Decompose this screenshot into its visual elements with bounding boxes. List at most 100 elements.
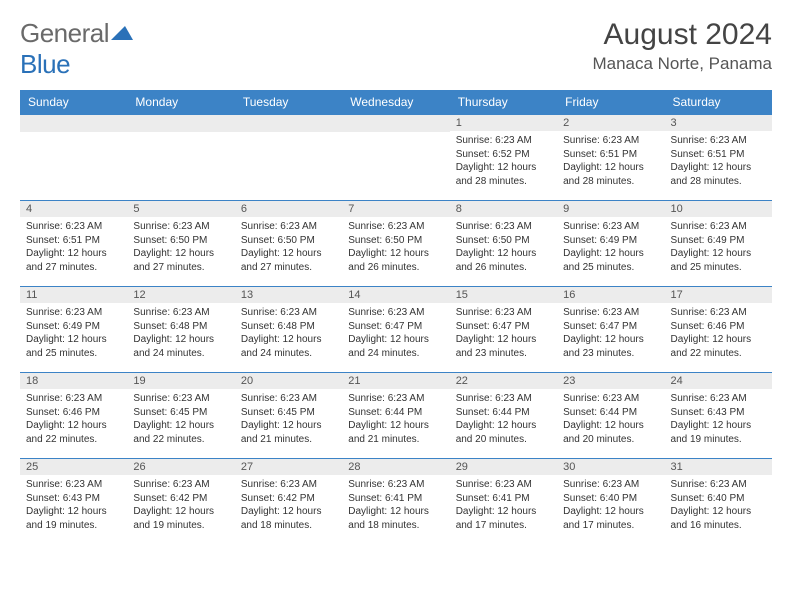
daylight-line2: and 25 minutes. bbox=[671, 261, 766, 275]
sunset-text: Sunset: 6:44 PM bbox=[456, 406, 551, 420]
day-number: 26 bbox=[127, 459, 234, 475]
calendar-week-row: 11Sunrise: 6:23 AMSunset: 6:49 PMDayligh… bbox=[20, 287, 772, 373]
calendar-day-cell: 10Sunrise: 6:23 AMSunset: 6:49 PMDayligh… bbox=[665, 201, 772, 287]
sunset-text: Sunset: 6:50 PM bbox=[348, 234, 443, 248]
weekday-header: Friday bbox=[557, 90, 664, 115]
sunset-text: Sunset: 6:47 PM bbox=[456, 320, 551, 334]
sunset-text: Sunset: 6:45 PM bbox=[133, 406, 228, 420]
day-details: Sunrise: 6:23 AMSunset: 6:50 PMDaylight:… bbox=[235, 217, 342, 278]
title-block: August 2024 Manaca Norte, Panama bbox=[592, 18, 772, 74]
daylight-line1: Daylight: 12 hours bbox=[348, 247, 443, 261]
day-details: Sunrise: 6:23 AMSunset: 6:46 PMDaylight:… bbox=[20, 389, 127, 450]
weekday-header: Thursday bbox=[450, 90, 557, 115]
day-details: Sunrise: 6:23 AMSunset: 6:47 PMDaylight:… bbox=[557, 303, 664, 364]
month-title: August 2024 bbox=[592, 18, 772, 52]
sunset-text: Sunset: 6:50 PM bbox=[133, 234, 228, 248]
sunrise-text: Sunrise: 6:23 AM bbox=[671, 306, 766, 320]
day-number: 28 bbox=[342, 459, 449, 475]
sunset-text: Sunset: 6:48 PM bbox=[241, 320, 336, 334]
calendar-day-cell: 4Sunrise: 6:23 AMSunset: 6:51 PMDaylight… bbox=[20, 201, 127, 287]
logo: General Blue bbox=[20, 18, 133, 80]
day-number: 8 bbox=[450, 201, 557, 217]
day-details: Sunrise: 6:23 AMSunset: 6:50 PMDaylight:… bbox=[342, 217, 449, 278]
calendar-day-cell: 31Sunrise: 6:23 AMSunset: 6:40 PMDayligh… bbox=[665, 459, 772, 545]
daylight-line2: and 25 minutes. bbox=[26, 347, 121, 361]
day-details: Sunrise: 6:23 AMSunset: 6:42 PMDaylight:… bbox=[235, 475, 342, 536]
daylight-line2: and 22 minutes. bbox=[133, 433, 228, 447]
calendar-day-cell bbox=[20, 115, 127, 201]
sunset-text: Sunset: 6:45 PM bbox=[241, 406, 336, 420]
daylight-line2: and 27 minutes. bbox=[26, 261, 121, 275]
sunset-text: Sunset: 6:50 PM bbox=[241, 234, 336, 248]
sunrise-text: Sunrise: 6:23 AM bbox=[456, 306, 551, 320]
sunrise-text: Sunrise: 6:23 AM bbox=[563, 220, 658, 234]
day-details: Sunrise: 6:23 AMSunset: 6:49 PMDaylight:… bbox=[557, 217, 664, 278]
day-number: 19 bbox=[127, 373, 234, 389]
daylight-line2: and 19 minutes. bbox=[26, 519, 121, 533]
day-details: Sunrise: 6:23 AMSunset: 6:50 PMDaylight:… bbox=[127, 217, 234, 278]
calendar-day-cell: 24Sunrise: 6:23 AMSunset: 6:43 PMDayligh… bbox=[665, 373, 772, 459]
day-details: Sunrise: 6:23 AMSunset: 6:45 PMDaylight:… bbox=[127, 389, 234, 450]
sunset-text: Sunset: 6:42 PM bbox=[133, 492, 228, 506]
day-details: Sunrise: 6:23 AMSunset: 6:43 PMDaylight:… bbox=[20, 475, 127, 536]
day-number: 29 bbox=[450, 459, 557, 475]
day-number: 7 bbox=[342, 201, 449, 217]
day-number: 9 bbox=[557, 201, 664, 217]
day-details: Sunrise: 6:23 AMSunset: 6:51 PMDaylight:… bbox=[20, 217, 127, 278]
daylight-line2: and 17 minutes. bbox=[456, 519, 551, 533]
empty-day-header bbox=[235, 115, 342, 132]
daylight-line2: and 17 minutes. bbox=[563, 519, 658, 533]
calendar-day-cell: 13Sunrise: 6:23 AMSunset: 6:48 PMDayligh… bbox=[235, 287, 342, 373]
sunset-text: Sunset: 6:40 PM bbox=[671, 492, 766, 506]
calendar-head: Sunday Monday Tuesday Wednesday Thursday… bbox=[20, 90, 772, 115]
weekday-header: Monday bbox=[127, 90, 234, 115]
day-number: 18 bbox=[20, 373, 127, 389]
daylight-line1: Daylight: 12 hours bbox=[456, 247, 551, 261]
calendar-week-row: 4Sunrise: 6:23 AMSunset: 6:51 PMDaylight… bbox=[20, 201, 772, 287]
calendar-day-cell: 29Sunrise: 6:23 AMSunset: 6:41 PMDayligh… bbox=[450, 459, 557, 545]
daylight-line1: Daylight: 12 hours bbox=[671, 333, 766, 347]
sunrise-text: Sunrise: 6:23 AM bbox=[241, 306, 336, 320]
day-number: 14 bbox=[342, 287, 449, 303]
daylight-line1: Daylight: 12 hours bbox=[563, 161, 658, 175]
day-number: 21 bbox=[342, 373, 449, 389]
daylight-line2: and 18 minutes. bbox=[348, 519, 443, 533]
day-details: Sunrise: 6:23 AMSunset: 6:41 PMDaylight:… bbox=[342, 475, 449, 536]
day-details: Sunrise: 6:23 AMSunset: 6:48 PMDaylight:… bbox=[235, 303, 342, 364]
day-details: Sunrise: 6:23 AMSunset: 6:52 PMDaylight:… bbox=[450, 131, 557, 192]
sunset-text: Sunset: 6:43 PM bbox=[671, 406, 766, 420]
day-number: 10 bbox=[665, 201, 772, 217]
calendar-day-cell: 17Sunrise: 6:23 AMSunset: 6:46 PMDayligh… bbox=[665, 287, 772, 373]
sunrise-text: Sunrise: 6:23 AM bbox=[456, 392, 551, 406]
day-number: 11 bbox=[20, 287, 127, 303]
day-number: 12 bbox=[127, 287, 234, 303]
sunrise-text: Sunrise: 6:23 AM bbox=[26, 220, 121, 234]
daylight-line1: Daylight: 12 hours bbox=[456, 161, 551, 175]
daylight-line1: Daylight: 12 hours bbox=[671, 161, 766, 175]
sunrise-text: Sunrise: 6:23 AM bbox=[563, 392, 658, 406]
daylight-line2: and 23 minutes. bbox=[563, 347, 658, 361]
day-number: 30 bbox=[557, 459, 664, 475]
weekday-header: Wednesday bbox=[342, 90, 449, 115]
day-details: Sunrise: 6:23 AMSunset: 6:42 PMDaylight:… bbox=[127, 475, 234, 536]
calendar-day-cell: 14Sunrise: 6:23 AMSunset: 6:47 PMDayligh… bbox=[342, 287, 449, 373]
calendar-day-cell: 8Sunrise: 6:23 AMSunset: 6:50 PMDaylight… bbox=[450, 201, 557, 287]
daylight-line2: and 20 minutes. bbox=[456, 433, 551, 447]
day-number: 16 bbox=[557, 287, 664, 303]
daylight-line1: Daylight: 12 hours bbox=[241, 333, 336, 347]
sunrise-text: Sunrise: 6:23 AM bbox=[671, 392, 766, 406]
daylight-line1: Daylight: 12 hours bbox=[563, 505, 658, 519]
sunset-text: Sunset: 6:49 PM bbox=[563, 234, 658, 248]
daylight-line2: and 22 minutes. bbox=[671, 347, 766, 361]
calendar-day-cell: 18Sunrise: 6:23 AMSunset: 6:46 PMDayligh… bbox=[20, 373, 127, 459]
calendar-day-cell: 2Sunrise: 6:23 AMSunset: 6:51 PMDaylight… bbox=[557, 115, 664, 201]
day-number: 25 bbox=[20, 459, 127, 475]
day-details: Sunrise: 6:23 AMSunset: 6:47 PMDaylight:… bbox=[450, 303, 557, 364]
calendar-day-cell bbox=[342, 115, 449, 201]
empty-day-header bbox=[127, 115, 234, 132]
daylight-line1: Daylight: 12 hours bbox=[133, 247, 228, 261]
sunrise-text: Sunrise: 6:23 AM bbox=[671, 134, 766, 148]
calendar-day-cell: 11Sunrise: 6:23 AMSunset: 6:49 PMDayligh… bbox=[20, 287, 127, 373]
daylight-line1: Daylight: 12 hours bbox=[671, 419, 766, 433]
daylight-line2: and 21 minutes. bbox=[241, 433, 336, 447]
